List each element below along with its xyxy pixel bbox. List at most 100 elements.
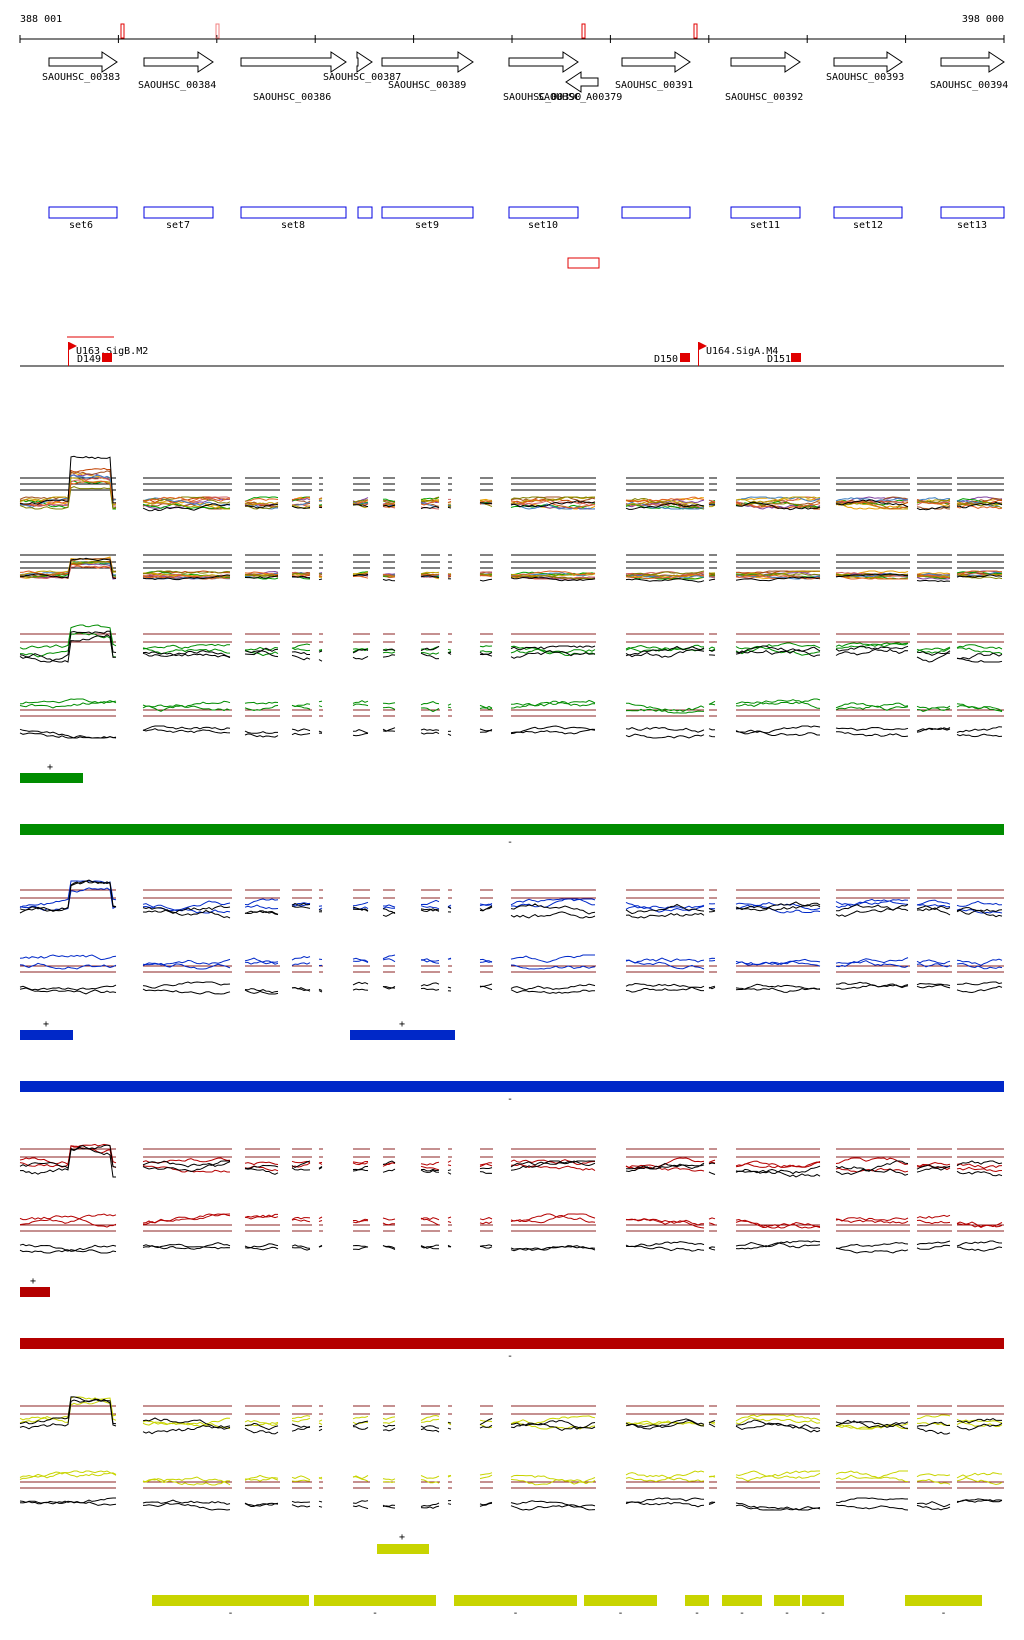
expression-line [835,1157,909,1166]
set-box[interactable] [48,206,118,219]
segment-bar-minus[interactable] [314,1595,436,1606]
expression-line [835,1504,909,1511]
set-label: set10 [528,220,558,231]
expression-line [835,645,909,652]
expression-line [382,985,396,990]
expression-line [318,700,323,703]
terminator-marker[interactable] [680,353,690,362]
gene-arrow[interactable]: SAOUHSC_00391 [615,51,693,91]
expression-line [625,1162,705,1173]
gene-arrow[interactable]: SAOUHSC_00390 [503,51,581,103]
plus-strand-label: + [399,1019,405,1030]
expression-line [420,1425,440,1429]
gene-arrow[interactable]: SAOUHSC_00384 [138,51,216,91]
expression-line [291,955,311,961]
gene-arrow[interactable]: SAOUHSC_00389 [381,51,474,91]
expression-traces [19,455,1003,512]
gene-arrow[interactable]: SAOUHSC_00394 [930,51,1008,91]
segment-bar-minus[interactable] [20,1081,1004,1092]
set-box[interactable] [381,206,474,219]
terminator-marker[interactable] [102,353,112,362]
segment-bar-plus[interactable] [20,1287,50,1297]
expression-line [957,501,1003,509]
gene-arrow[interactable]: SAOUHSC_00387 [323,51,401,83]
promoter-flag-icon[interactable] [68,342,77,366]
segment-bar-plus[interactable] [20,1030,73,1040]
gene-arrow[interactable]: SAOUHSC_00383 [42,51,120,83]
segment-bar-minus[interactable] [152,1595,309,1606]
gene-arrow-reverse[interactable]: SAOUHSC_A00379 [538,71,622,103]
set-box[interactable] [508,206,579,219]
expression-line [420,987,440,991]
expression-line [420,1428,440,1433]
expression-line [244,1422,279,1431]
segment-bar-minus[interactable] [454,1595,577,1606]
site-marker-icon[interactable] [581,23,586,39]
expression-line [352,700,369,704]
segment-bar-minus[interactable] [584,1595,657,1606]
set-box[interactable] [357,206,373,219]
gene-arrow[interactable]: SAOUHSC_00386 [240,51,347,103]
site-marker-icon[interactable] [215,23,220,39]
expression-line [625,502,705,510]
segment-bar-minus[interactable] [20,1338,1004,1349]
expression-line [835,642,909,647]
promoter-flag-icon[interactable] [698,342,707,366]
expression-line [625,702,705,712]
expression-line [956,981,1003,986]
expression-line [735,1472,821,1482]
expression-line [19,1497,116,1505]
site-marker-icon[interactable] [120,23,125,39]
expression-line [318,705,323,708]
expression-line [479,960,493,963]
segment-bar-minus[interactable] [685,1595,709,1606]
segment-bar-plus[interactable] [20,773,83,783]
segment-bar-minus[interactable] [905,1595,982,1606]
expression-line [956,652,1003,660]
expression-line [708,1475,716,1478]
segment-bar-minus[interactable] [20,824,1004,835]
expression-line [420,505,440,510]
expression-line [708,1217,716,1220]
segment-bar-plus[interactable] [377,1544,429,1554]
expression-line [291,1417,311,1423]
expression-line [353,1246,369,1251]
expression-line [835,573,909,578]
terminator-marker[interactable] [791,353,801,362]
gene-arrow[interactable]: SAOUHSC_00392 [725,51,803,103]
expression-line [291,1415,311,1419]
expression-line [382,1217,396,1221]
expression-line [836,981,909,989]
expression-line [244,733,279,738]
segment-bar-plus[interactable] [350,1030,455,1040]
set-box[interactable] [621,206,691,219]
expression-line [916,705,951,711]
gene-arrow[interactable]: SAOUHSC_00393 [826,51,904,83]
expression-line [244,575,279,579]
site-marker-icon[interactable] [693,23,698,39]
expression-line [318,1419,323,1422]
expression-line [708,728,716,731]
expression-line [19,1470,117,1479]
expression-line [736,496,821,502]
expression-line [291,902,311,906]
expression-line [318,1166,323,1170]
segment-bar-minus[interactable] [722,1595,762,1606]
expression-line [291,654,311,661]
antisense-set-box[interactable] [567,257,600,269]
expression-line [382,1160,396,1165]
segment-bar-minus[interactable] [802,1595,844,1606]
segment-bar-minus[interactable] [774,1595,800,1606]
set-box[interactable] [833,206,903,219]
set-box[interactable] [240,206,347,219]
expression-line [447,1427,452,1430]
expression-line [244,898,279,906]
expression-line [19,630,117,663]
expression-line [352,1162,369,1166]
gene-label: SAOUHSC_00393 [826,72,904,83]
set-box[interactable] [940,206,1005,219]
expression-line [510,903,596,915]
set-box[interactable] [143,206,214,219]
set-box[interactable] [730,206,801,219]
